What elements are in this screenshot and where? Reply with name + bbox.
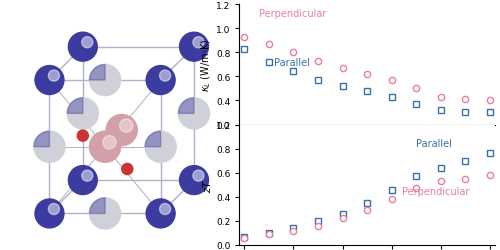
- Circle shape: [82, 38, 93, 48]
- Wedge shape: [145, 132, 160, 147]
- Text: Parallel: Parallel: [416, 139, 452, 148]
- Circle shape: [78, 130, 88, 141]
- Circle shape: [35, 199, 64, 228]
- Text: Perpendicular: Perpendicular: [259, 9, 326, 19]
- Circle shape: [122, 164, 133, 175]
- Circle shape: [68, 166, 98, 195]
- Wedge shape: [90, 198, 105, 214]
- Y-axis label: $zT$: $zT$: [201, 178, 213, 192]
- Circle shape: [178, 98, 210, 130]
- Circle shape: [193, 38, 204, 48]
- Wedge shape: [178, 98, 194, 114]
- Wedge shape: [68, 98, 83, 114]
- Circle shape: [193, 170, 204, 181]
- Circle shape: [160, 204, 170, 215]
- Circle shape: [90, 65, 120, 96]
- Circle shape: [180, 166, 208, 195]
- Circle shape: [160, 71, 170, 82]
- Circle shape: [146, 66, 175, 95]
- Circle shape: [68, 33, 98, 62]
- Circle shape: [120, 120, 133, 133]
- Circle shape: [35, 66, 64, 95]
- Circle shape: [180, 33, 208, 62]
- Circle shape: [48, 71, 60, 82]
- Circle shape: [82, 170, 93, 181]
- Circle shape: [106, 115, 138, 146]
- Wedge shape: [34, 132, 50, 147]
- Circle shape: [103, 136, 116, 149]
- Circle shape: [48, 204, 60, 215]
- Text: Perpendicular: Perpendicular: [402, 187, 469, 196]
- Circle shape: [146, 199, 175, 228]
- Circle shape: [68, 98, 98, 130]
- Circle shape: [145, 132, 176, 163]
- Text: Parallel: Parallel: [274, 58, 310, 68]
- Y-axis label: $\kappa_L$ (W/m$\cdot$K): $\kappa_L$ (W/m$\cdot$K): [200, 38, 213, 92]
- Wedge shape: [90, 65, 105, 81]
- Circle shape: [90, 132, 120, 163]
- Circle shape: [34, 132, 65, 163]
- Circle shape: [90, 198, 120, 229]
